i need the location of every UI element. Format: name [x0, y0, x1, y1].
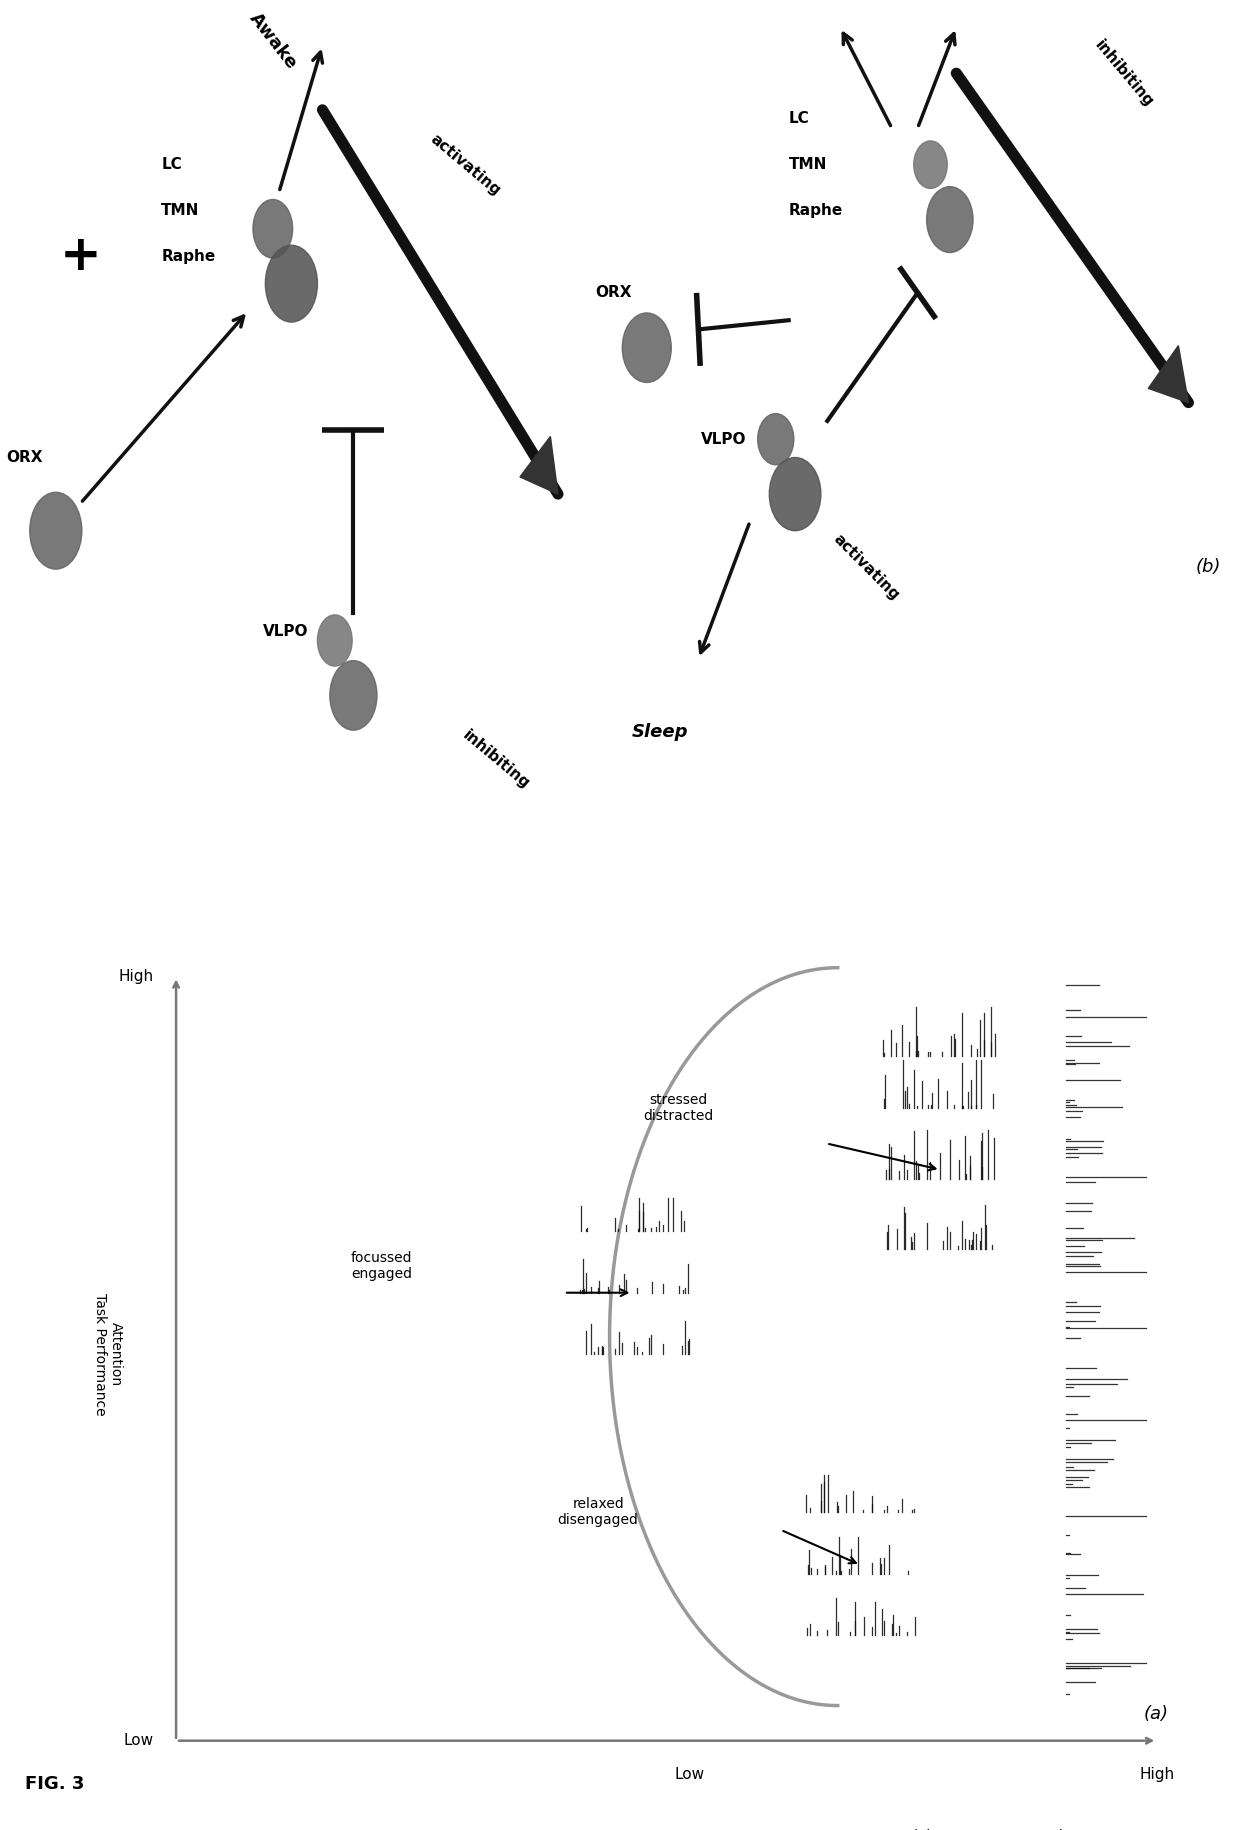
- Polygon shape: [1148, 346, 1188, 403]
- Text: inhibiting: inhibiting: [1091, 37, 1156, 110]
- Text: Low: Low: [123, 1733, 154, 1748]
- Circle shape: [30, 492, 82, 569]
- Text: High: High: [1140, 1768, 1174, 1782]
- Circle shape: [622, 313, 671, 382]
- Polygon shape: [520, 437, 558, 494]
- Circle shape: [769, 458, 821, 531]
- Text: ORX: ORX: [595, 285, 631, 300]
- Text: Raphe: Raphe: [161, 249, 216, 264]
- Text: LC: LC: [161, 157, 182, 172]
- Circle shape: [926, 187, 973, 253]
- Text: focussed
engaged: focussed engaged: [351, 1252, 412, 1281]
- Text: ORX: ORX: [6, 450, 42, 465]
- Text: TMN: TMN: [789, 157, 827, 172]
- Text: High: High: [118, 970, 154, 985]
- Text: Awake: Awake: [246, 9, 300, 73]
- Text: activating: activating: [427, 132, 503, 198]
- Circle shape: [253, 199, 293, 258]
- Text: FIG. 3: FIG. 3: [25, 1775, 84, 1793]
- Text: Raphe: Raphe: [789, 203, 843, 218]
- Text: relaxed
disengaged: relaxed disengaged: [558, 1497, 639, 1528]
- Text: TMN: TMN: [161, 203, 200, 218]
- Circle shape: [758, 414, 794, 465]
- Text: Sleep: Sleep: [631, 723, 688, 741]
- Text: Attention
Task Performance: Attention Task Performance: [93, 1292, 123, 1416]
- Text: activating: activating: [830, 531, 901, 604]
- Text: (a): (a): [1143, 1706, 1168, 1724]
- Text: VLPO: VLPO: [263, 624, 308, 639]
- Text: Low: Low: [675, 1768, 704, 1782]
- Text: VLPO: VLPO: [702, 432, 746, 447]
- Circle shape: [914, 141, 947, 188]
- Text: inhibiting: inhibiting: [460, 727, 532, 792]
- Circle shape: [265, 245, 317, 322]
- Circle shape: [317, 615, 352, 666]
- Text: LC: LC: [789, 112, 810, 126]
- Text: +: +: [60, 232, 102, 280]
- Circle shape: [330, 661, 377, 730]
- Text: stressed
distracted: stressed distracted: [642, 1093, 713, 1124]
- Text: (b): (b): [1195, 558, 1220, 576]
